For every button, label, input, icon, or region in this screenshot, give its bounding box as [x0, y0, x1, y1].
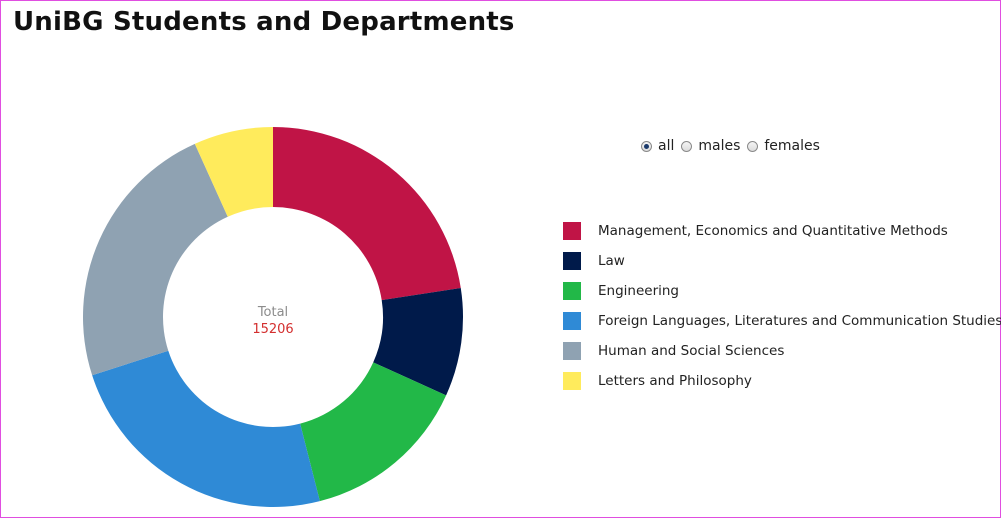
legend-swatch: [563, 252, 581, 270]
donut-slice-1[interactable]: [373, 287, 464, 396]
donut-slice-3[interactable]: [92, 350, 320, 507]
legend-item[interactable]: Human and Social Sciences: [563, 336, 1001, 366]
filter-label-females: females: [764, 138, 820, 154]
center-total-label: Total: [257, 305, 288, 320]
legend-item[interactable]: Management, Economics and Quantitative M…: [563, 216, 1001, 246]
filter-option-males[interactable]: males: [681, 138, 740, 154]
legend-swatch: [563, 312, 581, 330]
donut-chart: Total 15206: [83, 127, 464, 507]
legend-swatch: [563, 282, 581, 300]
legend: Management, Economics and Quantitative M…: [563, 216, 1001, 396]
legend-item[interactable]: Law: [563, 246, 1001, 276]
legend-swatch: [563, 372, 581, 390]
legend-label: Letters and Philosophy: [598, 373, 752, 389]
legend-label: Law: [598, 253, 625, 269]
legend-label: Management, Economics and Quantitative M…: [598, 223, 948, 239]
radio-females[interactable]: [747, 140, 759, 152]
donut-slice-5[interactable]: [194, 127, 273, 217]
legend-swatch: [563, 222, 581, 240]
donut-slice-4[interactable]: [83, 143, 228, 376]
filter-option-all[interactable]: all: [641, 138, 674, 154]
filter-label-males: males: [698, 138, 741, 154]
radio-males[interactable]: [681, 140, 693, 152]
filter-option-females[interactable]: females: [747, 138, 820, 154]
filter-label-all: all: [658, 138, 675, 154]
donut-slice-2[interactable]: [300, 362, 447, 502]
donut-slice-0[interactable]: [273, 127, 461, 301]
legend-label: Foreign Languages, Literatures and Commu…: [598, 313, 1001, 329]
gender-filter: all males females: [641, 138, 827, 154]
page-title: UniBG Students and Departments: [13, 7, 515, 37]
legend-label: Human and Social Sciences: [598, 343, 785, 359]
legend-item[interactable]: Foreign Languages, Literatures and Commu…: [563, 306, 1001, 336]
radio-all[interactable]: [641, 140, 652, 152]
center-total-value: 15206: [252, 322, 293, 337]
legend-item[interactable]: Engineering: [563, 276, 1001, 306]
donut-slices: [83, 127, 464, 507]
legend-item[interactable]: Letters and Philosophy: [563, 366, 1001, 396]
legend-label: Engineering: [598, 283, 679, 299]
legend-swatch: [563, 342, 581, 360]
